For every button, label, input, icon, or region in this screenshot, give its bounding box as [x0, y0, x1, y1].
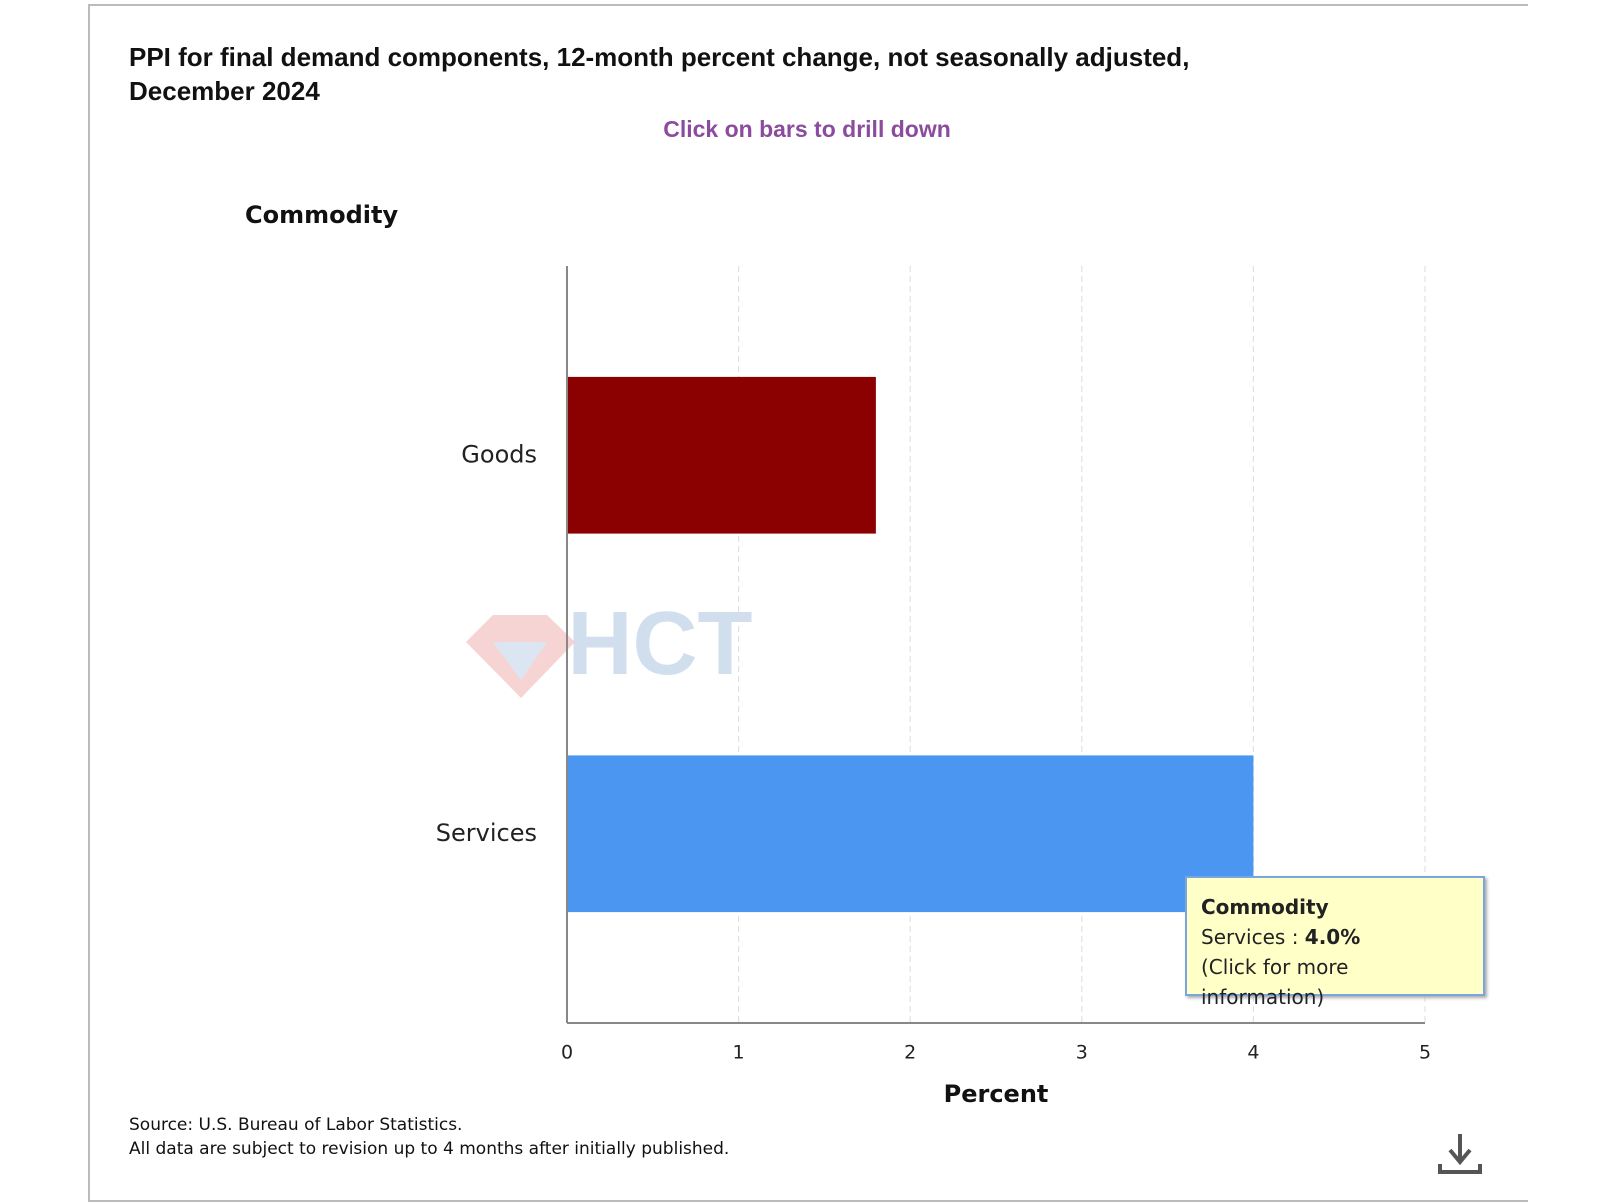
source-note: Source: U.S. Bureau of Labor Statistics.	[129, 1115, 462, 1135]
y-tick-label: Services	[436, 819, 537, 847]
bar[interactable]	[567, 376, 876, 534]
source-note: All data are subject to revision up to 4…	[129, 1139, 729, 1159]
y-tick-label: Goods	[461, 440, 537, 468]
bar[interactable]	[567, 755, 1254, 913]
chart-subtitle: Click on bars to drill down	[663, 116, 951, 142]
tooltip-line: Services : 4.0%	[1201, 922, 1469, 952]
x-tick-label: 0	[561, 1042, 573, 1064]
chart-title: PPI for final demand components, 12-mont…	[129, 42, 1190, 106]
watermark: HCT	[568, 594, 753, 694]
tooltip-value: 4.0%	[1304, 925, 1361, 949]
x-tick-label: 5	[1419, 1042, 1431, 1064]
tooltip-note: (Click for more information)	[1201, 955, 1349, 1009]
tooltip-title: Commodity	[1201, 895, 1329, 919]
x-tick-label: 4	[1247, 1042, 1259, 1064]
y-axis-label: Commodity	[245, 201, 398, 229]
tooltip-label: Services :	[1201, 925, 1299, 949]
x-tick-label: 2	[904, 1042, 916, 1064]
watermark-logo	[466, 615, 575, 698]
x-tick-label: 1	[733, 1042, 745, 1064]
download-icon[interactable]	[1438, 1134, 1482, 1174]
x-axis-label: Percent	[944, 1080, 1049, 1108]
x-tick-label: 3	[1076, 1042, 1088, 1064]
tooltip: Commodity Services : 4.0% (Click for mor…	[1185, 876, 1485, 1009]
